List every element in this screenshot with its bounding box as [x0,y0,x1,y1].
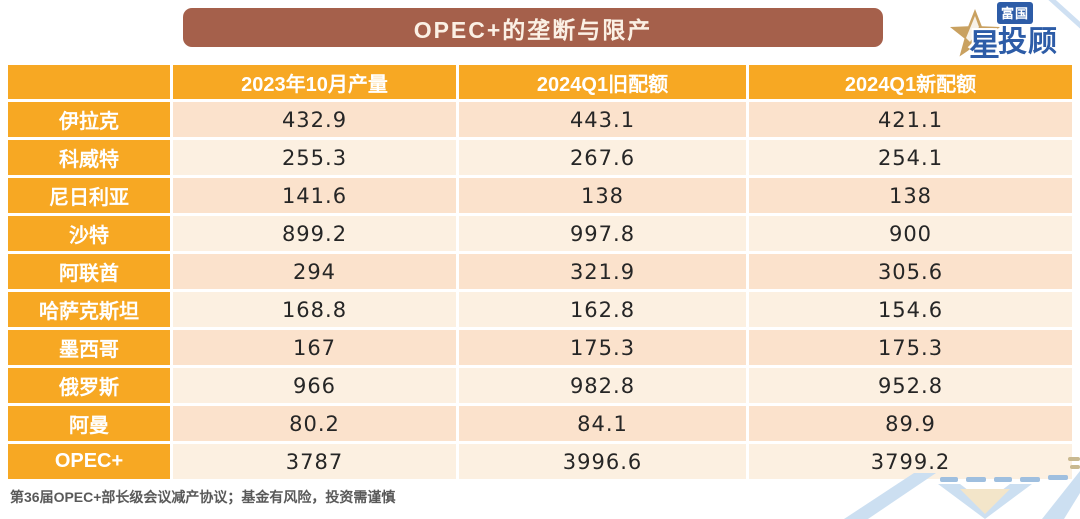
value-cell: 267.6 [459,140,746,175]
value-cell: 3996.6 [459,444,746,479]
column-header: 2024Q1旧配额 [459,65,746,99]
row-label: 阿联酋 [8,254,170,289]
value-cell: 952.8 [749,368,1072,403]
value-cell: 294 [173,254,456,289]
row-label: 墨西哥 [8,330,170,365]
column-header: 2023年10月产量 [173,65,456,99]
row-label: 阿曼 [8,406,170,441]
page-title: OPEC+的垄断与限产 [413,16,653,43]
row-label: 尼日利亚 [8,178,170,213]
value-cell: 305.6 [749,254,1072,289]
logo-star-character: 星 [969,28,1000,63]
corner-cell [8,65,170,99]
value-cell: 255.3 [173,140,456,175]
row-label: 科威特 [8,140,170,175]
value-cell: 3799.2 [749,444,1072,479]
column-header: 2024Q1新配额 [749,65,1072,99]
logo-badge: 富国 [997,2,1034,24]
footer-note: 第36届OPEC+部长级会议减产协议；基金有风险，投资需谨慎 [10,489,396,505]
value-cell: 154.6 [749,292,1072,327]
value-cell: 421.1 [749,102,1072,137]
value-cell: 982.8 [459,368,746,403]
value-cell: 899.2 [173,216,456,251]
value-cell: 175.3 [749,330,1072,365]
value-cell: 443.1 [459,102,746,137]
value-cell: 3787 [173,444,456,479]
star-icon [950,9,1000,57]
value-cell: 432.9 [173,102,456,137]
value-cell: 321.9 [459,254,746,289]
value-cell: 900 [749,216,1072,251]
row-label: OPEC+ [8,444,170,479]
value-cell: 141.6 [173,178,456,213]
quota-table: 2023年10月产量 2024Q1旧配额 2024Q1新配额 伊拉克 432.9… [8,65,1072,479]
row-label: 俄罗斯 [8,368,170,403]
value-cell: 966 [173,368,456,403]
value-cell: 168.8 [173,292,456,327]
value-cell: 84.1 [459,406,746,441]
value-cell: 254.1 [749,140,1072,175]
row-label: 沙特 [8,216,170,251]
value-cell: 175.3 [459,330,746,365]
brand-logo: 富国 星 投顾 [948,0,1076,63]
value-cell: 138 [749,178,1072,213]
value-cell: 80.2 [173,406,456,441]
row-label: 伊拉克 [8,102,170,137]
value-cell: 167 [173,330,456,365]
value-cell: 997.8 [459,216,746,251]
title-banner: OPEC+的垄断与限产 [183,8,883,47]
value-cell: 162.8 [459,292,746,327]
logo-brand-text: 投顾 [998,26,1059,58]
value-cell: 89.9 [749,406,1072,441]
row-label: 哈萨克斯坦 [8,292,170,327]
value-cell: 138 [459,178,746,213]
